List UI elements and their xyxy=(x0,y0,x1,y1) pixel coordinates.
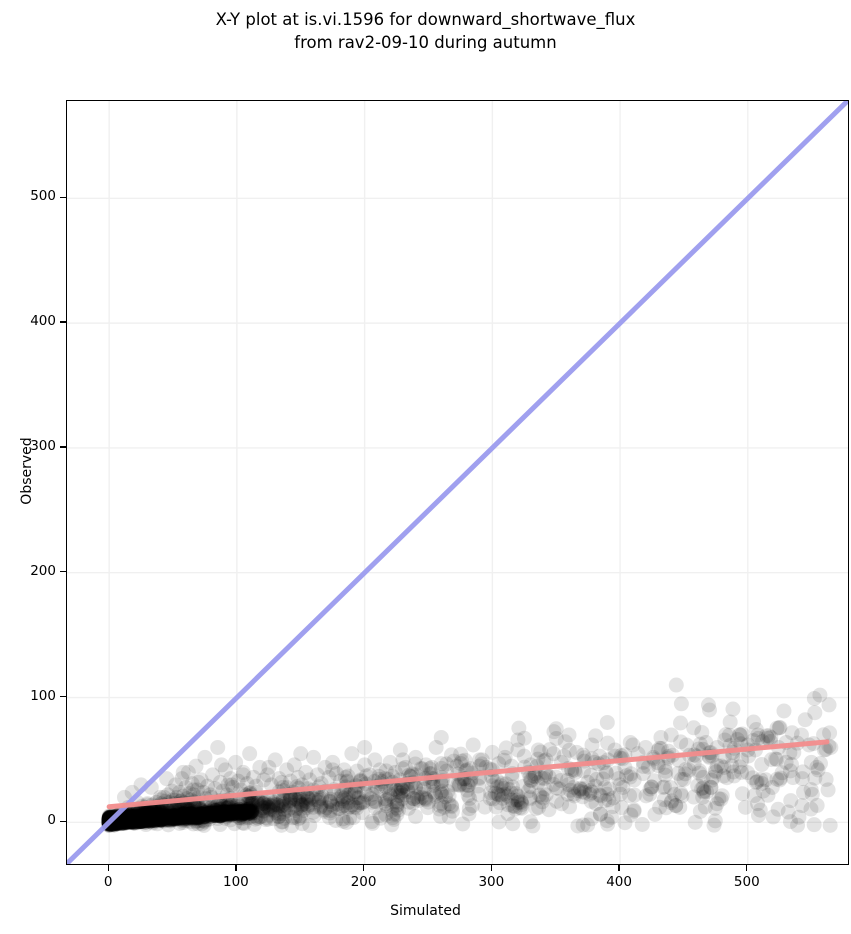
y-tick-mark xyxy=(60,321,66,323)
plot-canvas xyxy=(67,101,848,864)
x-tick-label: 200 xyxy=(350,874,377,890)
y-tick-mark xyxy=(60,571,66,573)
y-tick-mark xyxy=(60,196,66,198)
x-tick-label: 500 xyxy=(733,874,760,890)
y-tick-mark xyxy=(60,446,66,448)
x-tick-label: 300 xyxy=(478,874,505,890)
y-tick-label: 200 xyxy=(30,562,56,579)
y-tick-mark xyxy=(60,695,66,698)
page-title: X-Y plot at is.vi.1596 for downward_shor… xyxy=(215,10,636,52)
y-tick-label: 100 xyxy=(30,687,56,704)
y-axis-label: Observed xyxy=(19,437,35,505)
x-tick-mark xyxy=(362,865,365,871)
y-tick-label: 500 xyxy=(30,188,56,205)
gridlines xyxy=(67,101,848,864)
y-tick-label: 0 xyxy=(47,812,56,829)
x-tick-label: 0 xyxy=(103,874,113,890)
x-tick-mark xyxy=(235,865,237,871)
y-tick-mark xyxy=(60,820,66,822)
x-tick-mark xyxy=(107,865,109,871)
x-axis-label: Simulated xyxy=(390,903,461,919)
x-tick-label: 400 xyxy=(606,874,632,890)
x-tick-mark xyxy=(746,865,748,871)
y-tick-label: 400 xyxy=(30,313,56,330)
x-tick-label: 100 xyxy=(222,874,249,890)
x-tick-mark xyxy=(490,865,492,871)
x-tick-mark xyxy=(618,865,620,871)
plot-area xyxy=(66,100,849,865)
trend-lines xyxy=(67,101,848,864)
y-tick-label: 300 xyxy=(30,437,56,454)
scatter-points xyxy=(101,677,839,834)
